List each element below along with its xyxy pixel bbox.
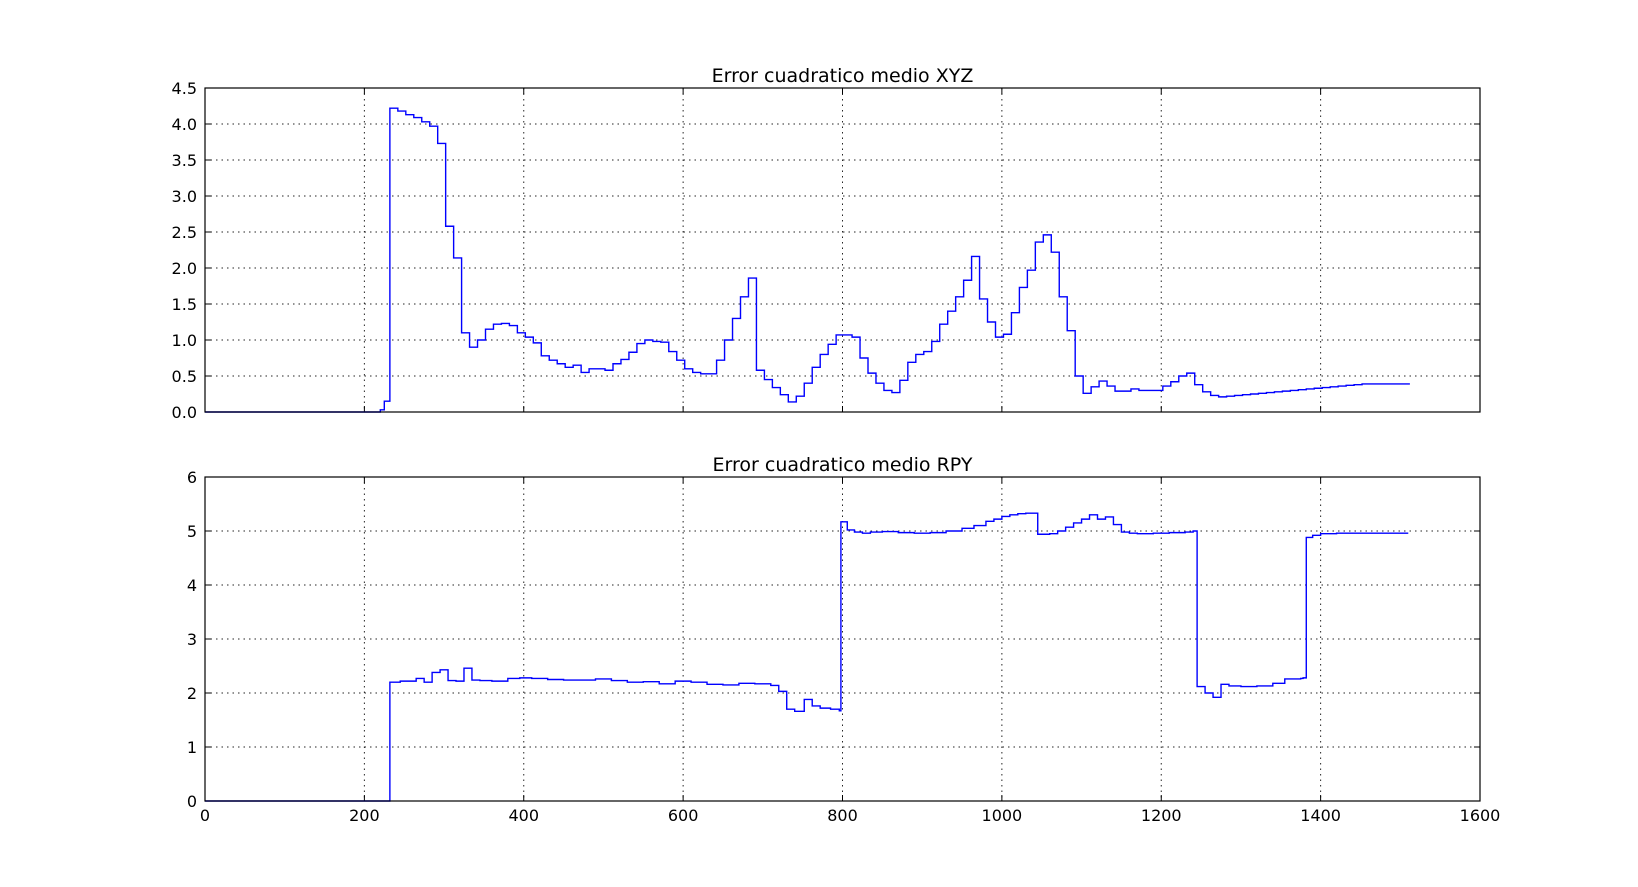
xtick-label-rpy-5: 1000 xyxy=(982,806,1023,825)
xtick-label-rpy-8: 1600 xyxy=(1460,806,1501,825)
xtick-labels-rpy: 0 200 400 600 800 1000 1200 1400 1600 xyxy=(200,477,1500,825)
xtick-label-rpy-6: 1200 xyxy=(1141,806,1182,825)
xtick-label-rpy-7: 1400 xyxy=(1300,806,1341,825)
ytick-label-rpy-5: 5 xyxy=(187,522,197,541)
ytick-label-rpy-2: 2 xyxy=(187,684,197,703)
series-line-rpy xyxy=(205,512,1409,802)
plot-frame-rpy xyxy=(204,476,1481,802)
chart-xyz: Error cuadratico medio XYZ 0.0 0.5 1.0 1.5 2… xyxy=(172,65,1481,422)
series-line-xyz xyxy=(205,107,1410,413)
chart-rpy: Error cuadratico medio RPY 0 1 2 3 4 5 6 0 200 4… xyxy=(187,454,1501,825)
ytick-label-rpy-0: 0 xyxy=(187,792,197,811)
ytick-label-xyz-9: 4.5 xyxy=(172,79,197,98)
grid-xyz xyxy=(205,88,1480,412)
xtick-label-rpy-1: 200 xyxy=(349,806,380,825)
xtick-label-rpy-0: 0 xyxy=(200,806,210,825)
xtick-label-rpy-3: 600 xyxy=(668,806,699,825)
ytick-label-xyz-6: 3.0 xyxy=(172,187,197,206)
chart-title-rpy: Error cuadratico medio RPY xyxy=(713,454,973,476)
plot-frame-xyz xyxy=(204,87,1481,413)
ytick-label-xyz-5: 2.5 xyxy=(172,223,197,242)
ytick-labels-xyz: 0.0 0.5 1.0 1.5 2.0 2.5 3.0 3.5 4.0 4.5 xyxy=(172,79,1480,422)
ytick-label-xyz-1: 0.5 xyxy=(172,367,197,386)
ytick-label-xyz-0: 0.0 xyxy=(172,403,197,422)
ytick-label-rpy-1: 1 xyxy=(187,738,197,757)
ytick-label-xyz-2: 1.0 xyxy=(172,331,197,350)
ytick-label-xyz-8: 4.0 xyxy=(172,115,197,134)
ytick-label-xyz-7: 3.5 xyxy=(172,151,197,170)
xtick-label-rpy-2: 400 xyxy=(508,806,539,825)
ytick-label-rpy-3: 3 xyxy=(187,630,197,649)
ytick-label-rpy-4: 4 xyxy=(187,576,197,595)
ytick-label-xyz-4: 2.0 xyxy=(172,259,197,278)
ytick-label-xyz-3: 1.5 xyxy=(172,295,197,314)
chart-title-xyz: Error cuadratico medio XYZ xyxy=(712,65,974,87)
ytick-label-rpy-6: 6 xyxy=(187,468,197,487)
xtick-label-rpy-4: 800 xyxy=(827,806,858,825)
grid-rpy xyxy=(205,477,1480,801)
